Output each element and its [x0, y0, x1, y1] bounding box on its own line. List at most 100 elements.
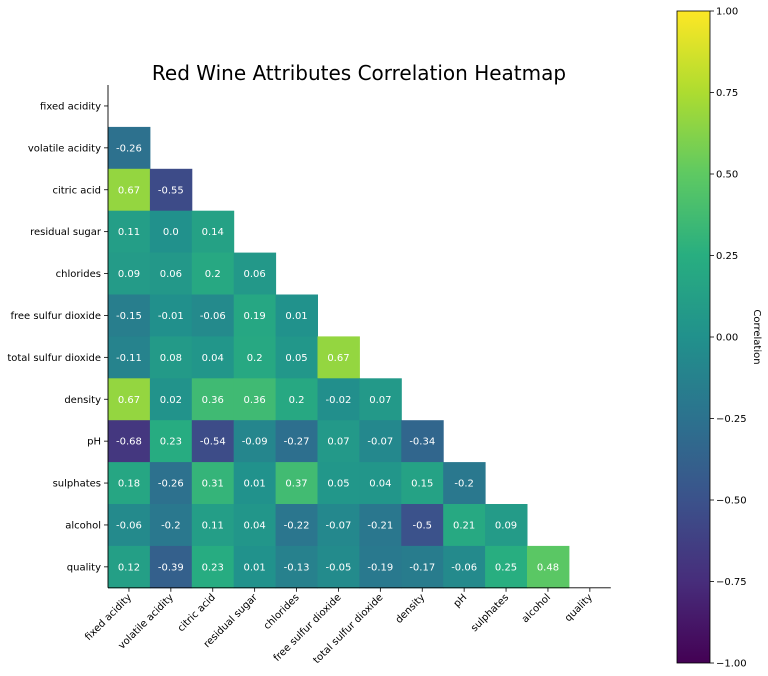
cell-value-label: 0.06: [244, 269, 266, 280]
y-tick-label: quality: [67, 562, 101, 573]
heatmap-cell: [275, 420, 318, 463]
cell-value-label: -0.22: [284, 520, 310, 531]
cell-value-label: 0.21: [453, 520, 475, 531]
colorbar-tick-label: −0.25: [716, 414, 747, 425]
cell-value-label: -0.34: [409, 437, 435, 448]
cell-value-label: 0.02: [160, 395, 182, 406]
heatmap-cell: [359, 462, 402, 505]
cell-value-label: 0.07: [327, 437, 349, 448]
colorbar-tick-label: 0.50: [716, 170, 738, 181]
heatmap-cell: [191, 252, 235, 295]
cell-value-label: 0.05: [327, 479, 349, 490]
heatmap-cell: [485, 545, 528, 589]
cell-value-label: -0.07: [326, 520, 352, 531]
heatmap-cell: [149, 252, 193, 295]
cell-value-label: 0.2: [205, 269, 221, 280]
heatmap-cell: [191, 504, 235, 547]
cell-value-label: -0.68: [116, 437, 142, 448]
heatmap-cell: [191, 420, 235, 463]
heatmap-cell: [108, 336, 151, 379]
heatmap-cell: [191, 545, 235, 589]
heatmap-cell: [149, 545, 193, 589]
heatmap-cell: [233, 504, 277, 547]
cell-value-label: 0.04: [202, 353, 224, 364]
heatmap-cell: [275, 462, 318, 505]
heatmap-cell: [108, 168, 151, 212]
cell-value-label: 0.01: [244, 479, 266, 490]
y-tick-label: fixed acidity: [40, 101, 101, 112]
y-tick-label: pH: [87, 437, 101, 448]
cell-value-label: -0.2: [161, 520, 181, 531]
heatmap-cell: [108, 378, 151, 421]
heatmap-cell: [149, 294, 193, 337]
cell-value-label: -0.26: [116, 143, 142, 154]
y-tick-label: citric acid: [52, 185, 101, 196]
cell-value-label: -0.06: [451, 562, 477, 573]
heatmap-cell: [233, 420, 277, 463]
heatmap-cell: [275, 294, 318, 337]
x-tick-label: pH: [452, 592, 470, 610]
cell-value-label: -0.13: [284, 562, 310, 573]
y-tick-label: sulphates: [53, 479, 101, 490]
heatmap-cell: [443, 462, 486, 505]
cell-value-label: 0.04: [369, 479, 391, 490]
y-tick-label: total sulfur dioxide: [7, 353, 101, 364]
x-tick-label: quality: [563, 592, 595, 624]
x-tick-label: sulphates: [469, 592, 511, 634]
heatmap-cell: [149, 504, 193, 547]
cell-value-label: 0.67: [327, 353, 349, 364]
heatmap-cell: [485, 504, 528, 547]
cell-value-label: 0.19: [244, 311, 266, 322]
cell-value-label: 0.11: [202, 520, 224, 531]
heatmap-cell: [108, 210, 151, 254]
heatmap-cell: [191, 336, 235, 379]
x-tick-label: total sulfur dioxide: [311, 592, 385, 666]
chart-title: Red Wine Attributes Correlation Heatmap: [152, 61, 566, 85]
cell-value-label: -0.06: [116, 520, 142, 531]
colorbar-tick-label: 0.75: [716, 88, 738, 99]
colorbar-tick-label: −0.50: [716, 496, 747, 507]
cell-value-label: -0.06: [200, 311, 226, 322]
colorbar-tick-label: −1.00: [716, 659, 747, 670]
cell-value-label: -0.11: [116, 353, 142, 364]
heatmap-cell: [275, 336, 318, 379]
heatmap-cell: [108, 252, 151, 295]
cell-value-label: -0.26: [158, 479, 184, 490]
y-tick-label: chlorides: [56, 269, 101, 280]
heatmap-cell: [443, 504, 486, 547]
heatmap-cell: [108, 420, 151, 463]
heatmap-cell: [233, 545, 277, 589]
heatmap-cell: [317, 462, 360, 505]
heatmap-cell: [359, 378, 402, 421]
cell-value-label: 0.36: [202, 395, 224, 406]
colorbar-tick-label: 0.25: [716, 251, 738, 262]
colorbar: Correlation 1.00 0.75 0.50 0.25 0.00 −0.25 −0.…: [676, 7, 762, 670]
cell-value-label: -0.05: [326, 562, 352, 573]
heatmap-cell: [233, 462, 277, 505]
cell-value-label: -0.15: [116, 311, 142, 322]
heatmap-cell: [317, 420, 360, 463]
colorbar-label: Correlation: [751, 309, 762, 364]
cell-value-label: 0.23: [160, 437, 182, 448]
heatmap-cell: [108, 545, 151, 589]
heatmap-cell: [359, 504, 402, 547]
heatmap-cell: [275, 504, 318, 547]
cell-value-label: 0.37: [285, 479, 307, 490]
heatmap-cell: [275, 545, 318, 589]
heatmap-cell: [191, 462, 235, 505]
heatmap-cell: [149, 378, 193, 421]
cell-value-label: -0.02: [326, 395, 352, 406]
colorbar-tick-label: 1.00: [716, 7, 738, 18]
colorbar-gradient: [676, 10, 711, 664]
cell-value-label: 0.48: [537, 562, 559, 573]
heatmap-cell: [149, 420, 193, 463]
cell-value-label: -0.55: [158, 185, 184, 196]
cell-value-label: 0.12: [118, 562, 140, 573]
cell-value-label: -0.09: [242, 437, 268, 448]
y-tick-label: free sulfur dioxide: [10, 311, 101, 322]
cell-value-label: -0.19: [367, 562, 393, 573]
cell-value-label: -0.07: [367, 437, 393, 448]
cell-value-label: 0.14: [202, 227, 224, 238]
y-tick-label: residual sugar: [30, 227, 102, 238]
heatmap-cell: [317, 378, 360, 421]
